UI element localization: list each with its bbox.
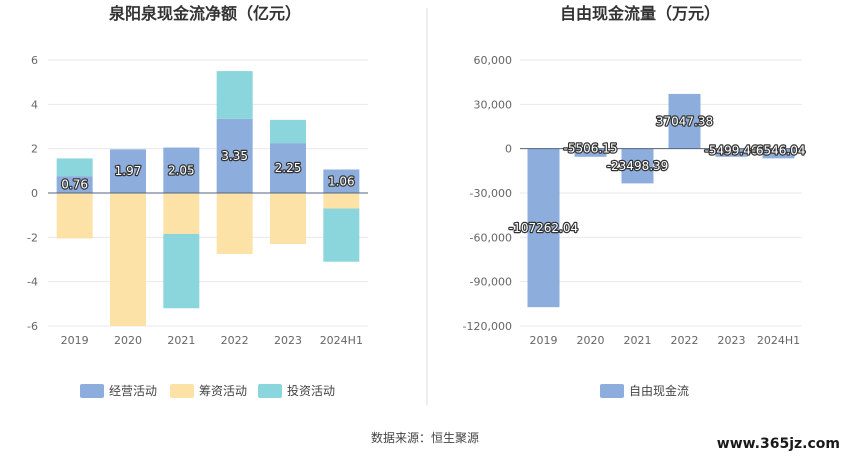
- legend-label-investing: 投资活动: [287, 383, 335, 398]
- left-data-label: 1.97: [115, 164, 142, 178]
- right-y-tick-label: 30,000: [474, 98, 513, 111]
- right-x-tick-label: 2022: [671, 334, 699, 347]
- right-data-labels: -107262.04 -5506.15 -23498.39 37047.38 -5499…: [508, 113, 807, 236]
- right-gridlines: [520, 59, 802, 327]
- left-data-label: 3.35: [221, 149, 248, 163]
- right-x-tick-label: 2021: [624, 334, 652, 347]
- right-y-tick-label: 0: [505, 143, 512, 156]
- right-data-label: -23498.39: [607, 159, 669, 173]
- right-x-tick-label: 2019: [530, 334, 558, 347]
- left-x-tick-label: 2024H1: [320, 334, 363, 347]
- left-y-tick-label: 2: [31, 143, 38, 156]
- left-y-tick-label: -2: [27, 231, 38, 244]
- data-source-note: 数据来源：恒生聚源: [371, 430, 479, 445]
- legend-label-free-cash-flow: 自由现金流: [629, 383, 689, 398]
- legend-swatch-operating: [80, 384, 104, 398]
- left-y-tick-label: -6: [27, 320, 38, 333]
- right-data-label: -5506.15: [564, 142, 618, 156]
- right-bar: [668, 93, 701, 149]
- right-y-tick-label: -120,000: [463, 320, 512, 333]
- left-data-labels: 0.76 1.97 2.05 3.35 2.25 1.06: [60, 148, 356, 193]
- left-data-label: 2.05: [168, 163, 195, 177]
- left-bar-operating: [56, 176, 93, 193]
- right-x-tick-label: 2023: [718, 334, 746, 347]
- left-y-tick-label: 4: [31, 98, 38, 111]
- right-x-axis-ticks: 2019 2020 2021 2022 2023 2024H1: [530, 334, 801, 347]
- right-y-axis-ticks: 60,000 30,000 0 -30,000 -60,000 -90,000 -120,0…: [463, 54, 512, 333]
- right-x-tick-label: 2020: [577, 334, 605, 347]
- left-bar-operating: [270, 143, 306, 193]
- left-bar-financing: [163, 193, 200, 235]
- left-data-label: 0.76: [61, 178, 88, 192]
- left-bar-financing: [270, 193, 306, 244]
- right-bars: [527, 93, 795, 308]
- legend-label-operating: 经营活动: [109, 384, 157, 398]
- left-bar-operating: [110, 149, 146, 193]
- right-y-tick-label: 60,000: [474, 54, 513, 67]
- right-bar: [574, 148, 607, 157]
- left-bars: [56, 71, 360, 326]
- right-bar: [715, 148, 748, 157]
- left-y-tick-label: 6: [31, 54, 38, 67]
- right-data-label: -6546.04: [752, 144, 806, 158]
- legend-swatch-financing: [170, 384, 194, 398]
- left-bar-investing: [323, 208, 360, 262]
- left-bar-financing: [323, 193, 360, 209]
- right-bar: [762, 148, 795, 159]
- left-bar-investing: [163, 234, 200, 309]
- left-chart-title: 泉阳泉现金流净额（亿元）: [109, 4, 301, 23]
- right-data-label: 37047.38: [656, 114, 713, 128]
- left-x-tick-label: 2020: [114, 334, 142, 347]
- left-bar-financing: [110, 193, 146, 326]
- left-bar-operating: [323, 169, 360, 193]
- right-legend[interactable]: 自由现金流: [600, 383, 689, 398]
- right-y-tick-label: -30,000: [470, 187, 512, 200]
- left-bar-operating: [163, 147, 200, 193]
- left-data-label: 1.06: [328, 174, 355, 188]
- left-x-tick-label: 2023: [274, 334, 302, 347]
- left-data-label: 2.25: [275, 161, 302, 175]
- right-x-tick-label: 2024H1: [757, 334, 800, 347]
- left-bar-investing: [216, 71, 253, 119]
- left-bar-operating: [216, 118, 253, 193]
- left-x-tick-label: 2022: [221, 334, 249, 347]
- legend-swatch-free-cash-flow: [600, 384, 624, 398]
- watermark: www.365jz.com: [717, 436, 840, 452]
- right-chart-title: 自由现金流量（万元）: [560, 4, 720, 23]
- legend-swatch-investing: [258, 384, 282, 398]
- right-bar: [527, 148, 560, 308]
- left-y-tick-label: 0: [31, 187, 38, 200]
- left-x-tick-label: 2021: [167, 334, 195, 347]
- left-x-axis-ticks: 2019 2020 2021 2022 2023 2024H1: [61, 334, 363, 347]
- left-bar-financing: [216, 193, 253, 254]
- left-bar-financing: [56, 193, 93, 239]
- right-y-tick-label: -90,000: [470, 276, 512, 289]
- left-legend[interactable]: 经营活动 筹资活动 投资活动: [80, 383, 335, 398]
- left-y-tick-label: -4: [27, 276, 38, 289]
- legend-label-financing: 筹资活动: [199, 384, 247, 398]
- cash-flow-net-chart: 泉阳泉现金流净额（亿元） 0.76 1.97 2.05 3.35 2.25 1.06 6 4…: [27, 4, 368, 398]
- right-data-label: -5499.46: [705, 144, 759, 158]
- right-bar: [621, 148, 654, 184]
- left-bar-investing: [270, 119, 306, 144]
- left-x-tick-label: 2019: [61, 334, 89, 347]
- left-bar-investing: [56, 158, 93, 177]
- right-data-label: -107262.04: [509, 221, 578, 235]
- right-y-tick-label: -60,000: [470, 231, 512, 244]
- free-cash-flow-chart: 自由现金流量（万元） -107262.04 -5506.15 -23498.39 37…: [463, 4, 807, 398]
- left-y-axis-ticks: 6 4 2 0 -2 -4 -6: [27, 54, 38, 333]
